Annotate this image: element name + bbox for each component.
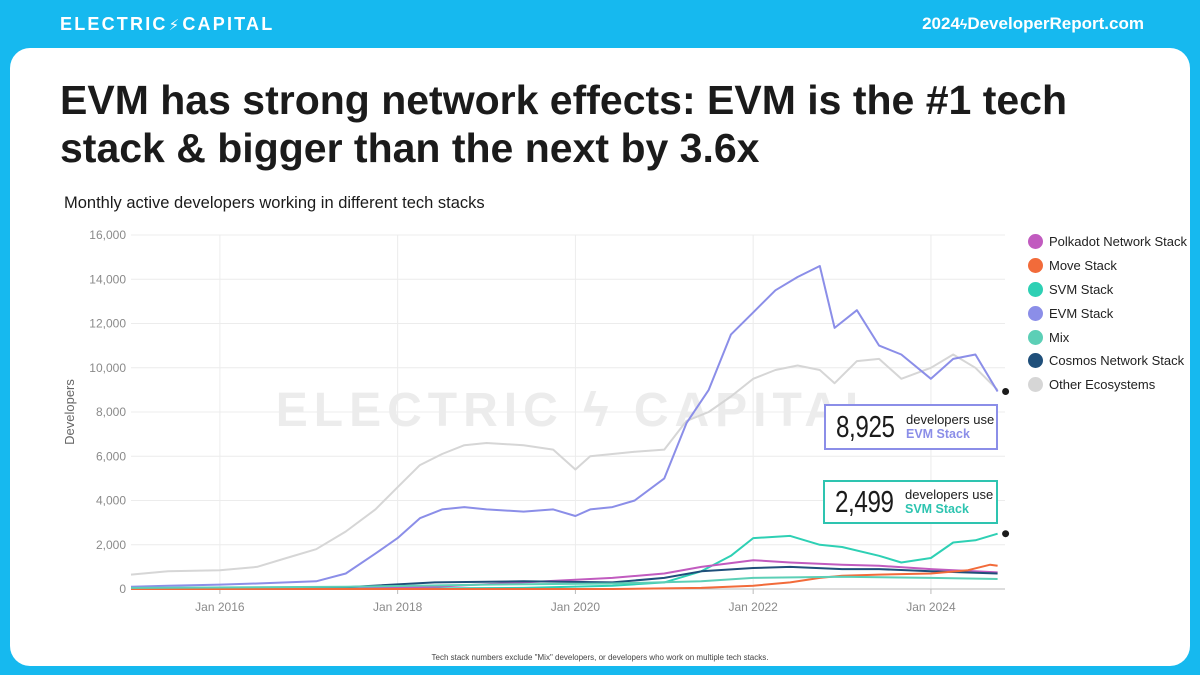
legend-swatch (1028, 281, 1043, 297)
y-tick-label: 4,000 (96, 494, 126, 508)
page-title: EVM has strong network effects: EVM is t… (60, 77, 1068, 171)
x-tick-label: Jan 2018 (373, 600, 423, 614)
y-tick-label: 2,000 (96, 538, 126, 552)
y-axis-title: Developers (62, 379, 77, 445)
series-line-evm-stack (130, 265, 999, 588)
chart-subtitle: Monthly active developers working in dif… (64, 194, 485, 212)
series-end-marker (1002, 388, 1010, 396)
x-tick-label: Jan 2016 (195, 600, 245, 614)
evm-callout-line2: EVM Stack (906, 427, 970, 441)
legend-item[interactable]: Polkadot Network Stack (1028, 230, 1187, 254)
series-line-polkadot-network-stack (130, 559, 998, 590)
svm-callout-line1: developers use (905, 487, 994, 502)
y-tick-label: 16,000 (89, 228, 126, 242)
watermark-text: ELECTRIC ϟ CAPITAL (276, 384, 881, 437)
legend-label: Move Stack (1049, 258, 1117, 274)
x-tick-label: Jan 2022 (728, 600, 778, 614)
evm-callout-value: 8,925 (836, 409, 895, 444)
legend-item[interactable]: Mix (1028, 325, 1187, 349)
legend-label: Mix (1049, 329, 1070, 345)
legend-item[interactable]: EVM Stack (1028, 301, 1187, 325)
series-line-mix (130, 575, 998, 589)
site-year: 2024 (922, 14, 960, 33)
brand-left-text: ELECTRIC (60, 14, 168, 34)
series-end-marker (1002, 530, 1010, 538)
legend-swatch (1028, 377, 1043, 393)
legend-label: Cosmos Network Stack (1049, 353, 1185, 369)
legend-swatch (1028, 329, 1043, 345)
evm-callout-line1: developers use (906, 412, 995, 427)
legend-swatch (1028, 258, 1043, 274)
footnote: Tech stack numbers exclude "Mix" develop… (431, 653, 769, 662)
legend-swatch (1028, 353, 1043, 369)
legend-swatch (1028, 305, 1043, 321)
brand-logo[interactable]: ELECTRIC⚡CAPITAL (60, 14, 274, 35)
site-bolt-icon: ϟ (959, 16, 968, 32)
x-tick-label: Jan 2024 (906, 600, 956, 614)
svm-callout-value: 2,499 (835, 484, 894, 519)
y-tick-label: 0 (119, 582, 126, 596)
series-line-svm-stack (131, 532, 998, 590)
line-chart: ELECTRIC ϟ CAPITAL 0 2,000 4,000 6,000 8,000 1… (62, 228, 1010, 614)
legend-item[interactable]: SVM Stack (1028, 278, 1187, 302)
site-domain: DeveloperReport.com (967, 14, 1144, 33)
evm-callout: 8,925 developers use EVM Stack (824, 404, 998, 450)
svm-callout: 2,499 developers use SVM Stack (823, 480, 998, 524)
bolt-icon: ⚡ (168, 17, 182, 34)
svm-callout-line2: SVM Stack (905, 502, 969, 516)
y-tick-label: 8,000 (96, 405, 126, 419)
y-tick-label: 14,000 (89, 272, 126, 286)
series-line-other-ecosystems (130, 353, 999, 576)
site-link[interactable]: 2024ϟDeveloperReport.com (922, 14, 1144, 34)
report-card: EVM has strong network effects: EVM is t… (10, 48, 1190, 666)
legend-item[interactable]: Move Stack (1028, 254, 1187, 278)
legend-label: Polkadot Network Stack (1049, 234, 1188, 250)
chart-legend: Polkadot Network Stack Move Stack SVM Stac… (1028, 230, 1187, 397)
y-tick-label: 12,000 (89, 317, 126, 331)
y-tick-label: 6,000 (96, 449, 126, 463)
legend-label: Other Ecosystems (1049, 377, 1156, 393)
brand-right-text: CAPITAL (182, 14, 275, 34)
x-tick-label: Jan 2020 (551, 600, 601, 614)
legend-swatch (1028, 234, 1043, 250)
legend-label: EVM Stack (1049, 305, 1114, 321)
series-line-cosmos-network-stack (130, 565, 998, 590)
y-tick-label: 10,000 (89, 361, 126, 375)
legend-item[interactable]: Other Ecosystems (1028, 373, 1187, 397)
legend-item[interactable]: Cosmos Network Stack (1028, 349, 1187, 373)
top-bar: ELECTRIC⚡CAPITAL 2024ϟDeveloperReport.co… (0, 0, 1200, 48)
legend-label: SVM Stack (1049, 281, 1114, 297)
